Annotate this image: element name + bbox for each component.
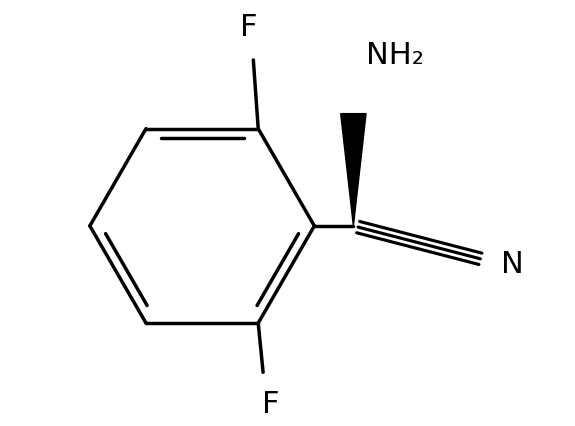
Text: F: F	[240, 13, 258, 42]
Text: N: N	[501, 250, 523, 279]
Text: F: F	[262, 390, 279, 419]
Text: NH₂: NH₂	[366, 41, 424, 70]
Polygon shape	[341, 114, 366, 226]
